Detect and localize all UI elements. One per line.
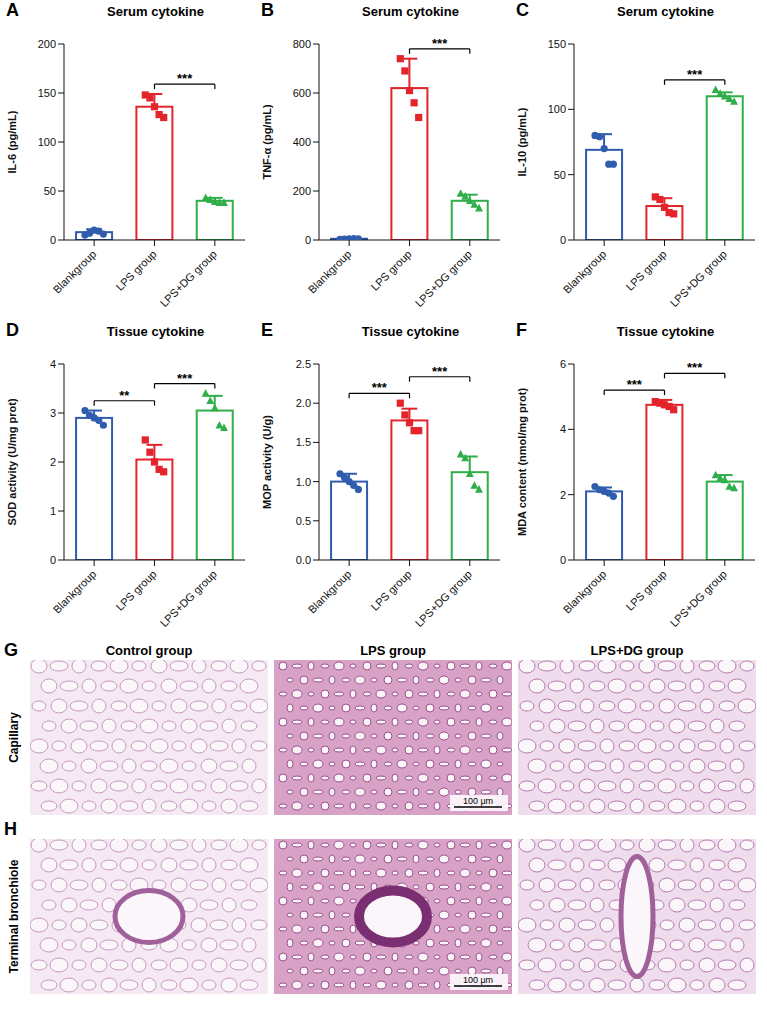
html-text:A: A	[6, 0, 19, 20]
svg-text:LPS+DG group: LPS+DG group	[668, 568, 729, 629]
svg-text:200: 200	[293, 185, 311, 197]
svg-text:SOD activity (U/mg prot): SOD activity (U/mg prot)	[6, 398, 18, 525]
svg-text:Capillary: Capillary	[7, 712, 21, 763]
svg-text:LPS group: LPS group	[623, 568, 668, 613]
svg-text:4: 4	[50, 358, 56, 370]
svg-text:TNF-α (pg/mL): TNF-α (pg/mL)	[261, 104, 273, 180]
svg-text:200: 200	[38, 38, 56, 50]
svg-text:LPS+DG group: LPS+DG group	[668, 248, 729, 309]
svg-text:400: 400	[293, 136, 311, 148]
html-text:Serum cytokine: Serum cytokine	[362, 4, 459, 19]
svg-text:100: 100	[548, 103, 566, 115]
html-text:B: B	[261, 0, 274, 20]
svg-text:0: 0	[560, 234, 566, 246]
svg-text:***: ***	[432, 364, 448, 379]
svg-text:***: ***	[177, 371, 193, 386]
svg-text:100 μm: 100 μm	[463, 975, 493, 985]
svg-text:1.0: 1.0	[296, 476, 311, 488]
svg-text:***: ***	[177, 71, 193, 86]
svg-text:LPS group: LPS group	[368, 248, 413, 293]
svg-text:MOP activity (U/g): MOP activity (U/g)	[261, 415, 273, 509]
html-text:Tissue cytokine: Tissue cytokine	[616, 324, 715, 339]
svg-text:800: 800	[293, 38, 311, 50]
svg-text:2: 2	[560, 489, 566, 501]
html-text:E: E	[261, 320, 273, 340]
svg-text:50: 50	[554, 169, 566, 181]
html-text:Control group: Control group	[105, 643, 193, 658]
svg-text:***: ***	[627, 377, 643, 392]
svg-text:50: 50	[44, 185, 56, 197]
html-text:LPS group: LPS group	[360, 643, 426, 658]
svg-text:***: ***	[432, 36, 448, 51]
svg-text:LPS group: LPS group	[113, 248, 158, 293]
svg-text:LPS+DG group: LPS+DG group	[413, 568, 474, 629]
svg-text:LPS+DG group: LPS+DG group	[158, 568, 219, 629]
svg-text:0: 0	[560, 554, 566, 566]
svg-text:0: 0	[50, 554, 56, 566]
svg-text:3: 3	[50, 407, 56, 419]
svg-text:2: 2	[50, 456, 56, 468]
html-text:C: C	[516, 0, 529, 20]
svg-text:***: ***	[687, 67, 703, 82]
svg-text:LPS group: LPS group	[113, 568, 158, 613]
html-text:Tissue cytokine: Tissue cytokine	[106, 324, 205, 339]
svg-text:Blankgroup: Blankgroup	[51, 568, 99, 616]
svg-text:IL-6 (pg/mL): IL-6 (pg/mL)	[6, 110, 18, 173]
svg-text:Terminal bronchiole: Terminal bronchiole	[7, 859, 21, 973]
svg-text:100: 100	[38, 136, 56, 148]
svg-text:Blankgroup: Blankgroup	[51, 248, 99, 296]
svg-text:4: 4	[560, 423, 566, 435]
svg-text:2.0: 2.0	[296, 397, 311, 409]
svg-text:**: **	[119, 388, 130, 403]
html-text:Serum cytokine: Serum cytokine	[617, 4, 714, 19]
svg-text:0: 0	[50, 234, 56, 246]
svg-text:LPS group: LPS group	[623, 248, 668, 293]
svg-text:6: 6	[560, 358, 566, 370]
svg-text:LPS+DG group: LPS+DG group	[158, 248, 219, 309]
svg-text:MDA content (nmol/mg prot): MDA content (nmol/mg prot)	[516, 388, 528, 536]
html-text:H: H	[4, 819, 17, 839]
svg-text:0.5: 0.5	[296, 515, 311, 527]
svg-text:100 μm: 100 μm	[463, 796, 493, 806]
svg-text:Blankgroup: Blankgroup	[306, 568, 354, 616]
svg-text:Blankgroup: Blankgroup	[561, 248, 609, 296]
svg-text:Blankgroup: Blankgroup	[561, 568, 609, 616]
svg-text:LPS+DG group: LPS+DG group	[413, 248, 474, 309]
svg-text:Blankgroup: Blankgroup	[306, 248, 354, 296]
svg-text:150: 150	[548, 38, 566, 50]
html-text:Serum cytokine: Serum cytokine	[107, 4, 204, 19]
svg-text:2.5: 2.5	[296, 358, 311, 370]
svg-text:LPS group: LPS group	[368, 568, 413, 613]
svg-text:1.5: 1.5	[296, 436, 311, 448]
svg-text:0.0: 0.0	[296, 554, 311, 566]
svg-text:150: 150	[38, 87, 56, 99]
html-text:D: D	[6, 320, 19, 340]
svg-text:***: ***	[687, 360, 703, 375]
html-text:F: F	[516, 320, 527, 340]
html-text:Tissue cytokine: Tissue cytokine	[361, 324, 460, 339]
html-text:LPS+DG group: LPS+DG group	[590, 643, 684, 658]
svg-text:600: 600	[293, 87, 311, 99]
svg-text:0: 0	[305, 234, 311, 246]
svg-text:1: 1	[50, 505, 56, 517]
svg-text:***: ***	[372, 380, 388, 395]
svg-text:IL-10 (pg/mL): IL-10 (pg/mL)	[516, 107, 528, 176]
html-text:G: G	[4, 640, 18, 660]
